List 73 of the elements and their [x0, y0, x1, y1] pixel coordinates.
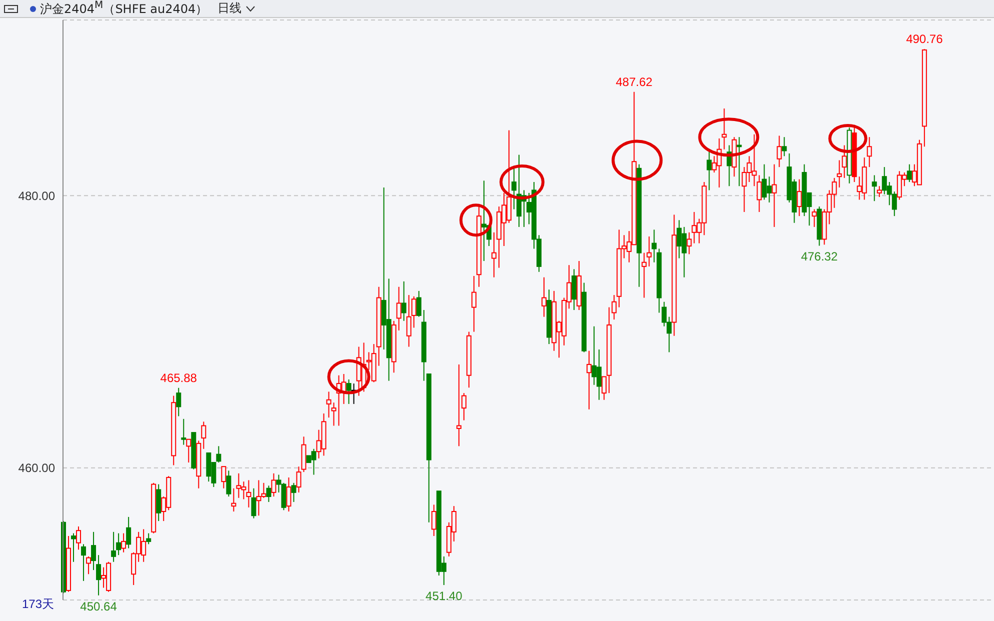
candlestick [722, 108, 727, 150]
candlestick [586, 350, 592, 410]
candlestick [776, 135, 782, 168]
candlestick [251, 488, 256, 519]
candlestick [111, 531, 116, 562]
candlestick [396, 286, 402, 331]
candlestick [116, 532, 122, 556]
candlestick [411, 296, 416, 328]
candlestick [431, 504, 436, 537]
candlestick [221, 466, 226, 489]
candlestick [572, 268, 577, 310]
candlestick [642, 252, 647, 298]
candlestick [346, 378, 352, 404]
candlestick [866, 136, 872, 168]
candlestick [86, 556, 92, 575]
candlestick [836, 160, 842, 188]
candlestick [542, 276, 547, 318]
candlestick [331, 402, 336, 426]
candlestick [71, 532, 76, 562]
candlestick [491, 232, 496, 278]
candlestick [271, 472, 276, 498]
text: 173天 [22, 597, 54, 611]
candlestick [181, 418, 186, 446]
candlestick [81, 544, 86, 582]
candlestick [96, 554, 102, 596]
candlestick [812, 208, 817, 228]
chart-title: 沪金2404$^{M}$（SHFE au2404） [40, 0, 208, 18]
y-tick-label: 480.00 [18, 188, 56, 203]
annotation: 476.32 [800, 250, 838, 264]
candlestick [156, 484, 162, 522]
candlestick [602, 376, 607, 400]
candlestick [231, 488, 236, 512]
candlestick [216, 446, 222, 463]
candlestick [876, 186, 882, 198]
candlestick [246, 480, 252, 508]
annotation: 490.76 [906, 32, 944, 46]
candlestick [291, 482, 296, 502]
annotation: 451.40 [426, 589, 463, 604]
candlestick [646, 236, 652, 267]
candlestick [872, 174, 877, 202]
chart-subtitle: 日线 [218, 0, 242, 17]
candlestick [686, 232, 692, 255]
candlestick [226, 470, 232, 498]
candlestick [91, 531, 96, 571]
candlestick [456, 364, 462, 447]
candlestick [176, 387, 182, 417]
candlestick [796, 178, 802, 217]
candlestick [201, 421, 206, 450]
candlestick [736, 136, 742, 187]
candlestick [286, 476, 292, 512]
candlestick [612, 294, 617, 320]
candlestick [782, 136, 787, 157]
candlestick [406, 294, 412, 348]
annotation: 450.64 [80, 599, 118, 614]
candlestick [296, 466, 302, 493]
candlestick [772, 164, 777, 228]
candlestick [652, 229, 657, 263]
candlestick [906, 164, 912, 183]
candlestick [121, 532, 126, 553]
candlestick [756, 174, 762, 212]
annotation: 487.62 [616, 74, 653, 89]
candlestick [461, 392, 466, 421]
candlestick [401, 280, 406, 322]
annotation: 465.88 [160, 370, 198, 385]
candlestick [266, 485, 272, 502]
y-tick-label: 460.00 [18, 461, 56, 476]
candlestick [146, 532, 152, 545]
candlestick [471, 275, 476, 332]
candlestick [126, 516, 132, 549]
candlestick [326, 391, 332, 418]
candlestick [416, 290, 422, 318]
candlestick [76, 526, 82, 550]
candlestick [186, 438, 192, 463]
